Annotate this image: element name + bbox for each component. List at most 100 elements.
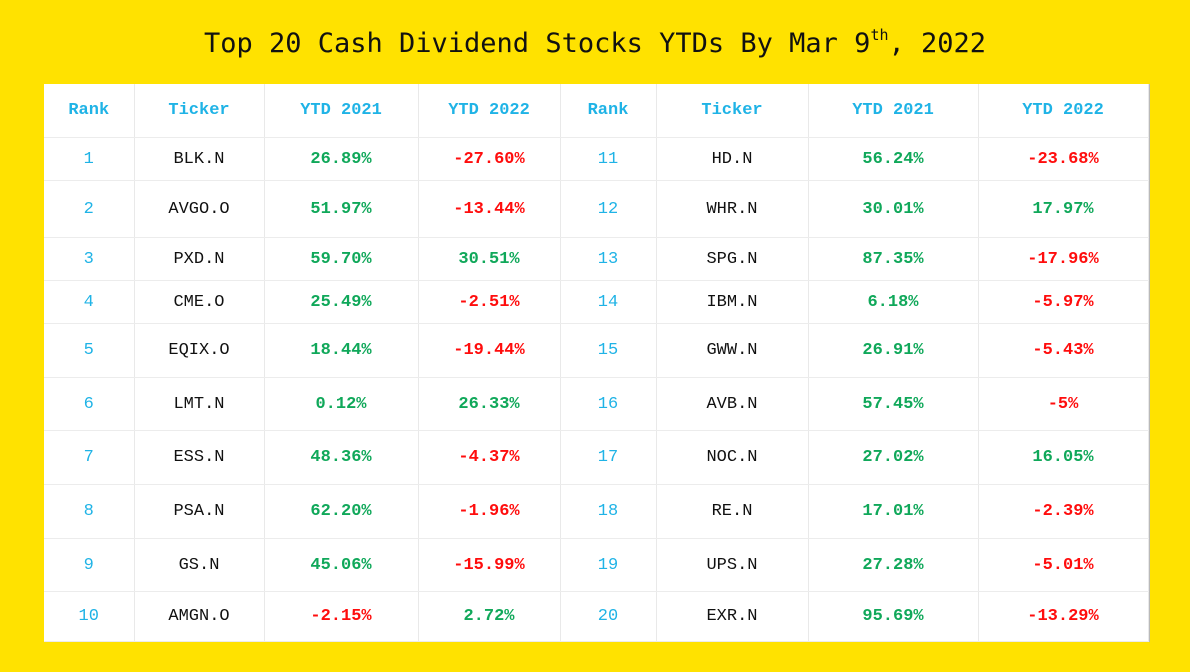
ticker-cell: EQIX.O	[134, 323, 265, 378]
rank-cell: 15	[560, 323, 657, 378]
table-row: 6 LMT.N 0.12% 26.33% 16 AVB.N 57.45% -5%	[44, 377, 1149, 431]
ticker-cell: GS.N	[134, 538, 265, 592]
ticker-cell: AVB.N	[656, 377, 809, 431]
table-row: 8 PSA.N 62.20% -1.96% 18 RE.N 17.01% -2.39%	[44, 484, 1149, 539]
ytd-2021-cell: 0.12%	[264, 377, 419, 431]
table-row: 10 AMGN.O -2.15% 2.72% 20 EXR.N 95.69% -13.29%	[44, 591, 1149, 642]
ticker-cell: HD.N	[656, 137, 809, 181]
rank-cell: 17	[560, 430, 657, 485]
ticker-cell: EXR.N	[656, 591, 809, 642]
ytd-2022-cell: -5%	[978, 377, 1149, 431]
ytd-2022-cell: -5.01%	[978, 538, 1149, 592]
ytd-2022-cell: -2.39%	[978, 484, 1149, 539]
rank-cell: 6	[44, 377, 135, 431]
page-title: Top 20 Cash Dividend Stocks YTDs By Mar …	[0, 26, 1190, 59]
column-header: Ticker	[656, 84, 809, 138]
ytd-2022-cell: 16.05%	[978, 430, 1149, 485]
ticker-cell: GWW.N	[656, 323, 809, 378]
ytd-2021-cell: 59.70%	[264, 237, 419, 281]
ytd-2021-cell: 48.36%	[264, 430, 419, 485]
ytd-2021-cell: 57.45%	[808, 377, 979, 431]
ytd-2022-cell: -17.96%	[978, 237, 1149, 281]
ytd-2021-cell: 45.06%	[264, 538, 419, 592]
rank-cell: 2	[44, 180, 135, 238]
rank-cell: 11	[560, 137, 657, 181]
header-row: Rank Ticker YTD 2021 YTD 2022 Rank Ticke…	[44, 84, 1149, 138]
ytd-2021-cell: 30.01%	[808, 180, 979, 238]
ytd-2021-cell: 62.20%	[264, 484, 419, 539]
dividend-table: Rank Ticker YTD 2021 YTD 2022 Rank Ticke…	[44, 84, 1149, 642]
ticker-cell: PSA.N	[134, 484, 265, 539]
rank-cell: 16	[560, 377, 657, 431]
ticker-cell: RE.N	[656, 484, 809, 539]
ytd-2021-cell: 95.69%	[808, 591, 979, 642]
ytd-2022-cell: -23.68%	[978, 137, 1149, 181]
ytd-2021-cell: 6.18%	[808, 280, 979, 324]
column-header: Ticker	[134, 84, 265, 138]
rank-cell: 19	[560, 538, 657, 592]
ytd-2022-cell: 2.72%	[418, 591, 561, 642]
ytd-2021-cell: 17.01%	[808, 484, 979, 539]
ytd-2022-cell: -27.60%	[418, 137, 561, 181]
ytd-2021-cell: 27.02%	[808, 430, 979, 485]
ytd-2022-cell: -2.51%	[418, 280, 561, 324]
ytd-2022-cell: -15.99%	[418, 538, 561, 592]
ytd-2022-cell: 30.51%	[418, 237, 561, 281]
rank-cell: 1	[44, 137, 135, 181]
table-row: 3 PXD.N 59.70% 30.51% 13 SPG.N 87.35% -17.96%	[44, 237, 1149, 281]
title-prefix: Top 20 Cash Dividend Stocks YTDs By Mar …	[203, 28, 871, 59]
ytd-2021-cell: 56.24%	[808, 137, 979, 181]
ticker-cell: PXD.N	[134, 237, 265, 281]
ytd-2021-cell: 25.49%	[264, 280, 419, 324]
column-header: YTD 2021	[264, 84, 419, 138]
rank-cell: 4	[44, 280, 135, 324]
ytd-2022-cell: -13.44%	[418, 180, 561, 238]
ytd-2022-cell: -19.44%	[418, 323, 561, 378]
ticker-cell: SPG.N	[656, 237, 809, 281]
ticker-cell: IBM.N	[656, 280, 809, 324]
ticker-cell: NOC.N	[656, 430, 809, 485]
rank-cell: 10	[44, 591, 135, 642]
ytd-2021-cell: 27.28%	[808, 538, 979, 592]
ticker-cell: BLK.N	[134, 137, 265, 181]
ytd-2022-cell: -1.96%	[418, 484, 561, 539]
rank-cell: 8	[44, 484, 135, 539]
rank-cell: 20	[560, 591, 657, 642]
table-row: 9 GS.N 45.06% -15.99% 19 UPS.N 27.28% -5.01%	[44, 538, 1149, 592]
ytd-2021-cell: -2.15%	[264, 591, 419, 642]
ytd-2022-cell: 17.97%	[978, 180, 1149, 238]
ytd-2021-cell: 26.89%	[264, 137, 419, 181]
column-header: YTD 2022	[978, 84, 1149, 138]
rank-cell: 14	[560, 280, 657, 324]
title-suffix: , 2022	[888, 28, 987, 59]
ticker-cell: CME.O	[134, 280, 265, 324]
ytd-2021-cell: 26.91%	[808, 323, 979, 378]
ticker-cell: LMT.N	[134, 377, 265, 431]
rank-cell: 5	[44, 323, 135, 378]
title-superscript: th	[870, 26, 889, 44]
ticker-cell: AMGN.O	[134, 591, 265, 642]
column-header: Rank	[560, 84, 657, 138]
rank-cell: 18	[560, 484, 657, 539]
table-row: 5 EQIX.O 18.44% -19.44% 15 GWW.N 26.91% -5.43%	[44, 323, 1149, 378]
ytd-2022-cell: -5.43%	[978, 323, 1149, 378]
ticker-cell: UPS.N	[656, 538, 809, 592]
rank-cell: 9	[44, 538, 135, 592]
dividend-table-sheet: Rank Ticker YTD 2021 YTD 2022 Rank Ticke…	[44, 84, 1150, 642]
table-row: 1 BLK.N 26.89% -27.60% 11 HD.N 56.24% -23.68%	[44, 137, 1149, 181]
ytd-2022-cell: -4.37%	[418, 430, 561, 485]
table-row: 2 AVGO.O 51.97% -13.44% 12 WHR.N 30.01% 17.97%	[44, 180, 1149, 238]
ticker-cell: AVGO.O	[134, 180, 265, 238]
column-header: YTD 2022	[418, 84, 561, 138]
ytd-2021-cell: 51.97%	[264, 180, 419, 238]
rank-cell: 12	[560, 180, 657, 238]
ytd-2021-cell: 18.44%	[264, 323, 419, 378]
ytd-2022-cell: -5.97%	[978, 280, 1149, 324]
table-row: 7 ESS.N 48.36% -4.37% 17 NOC.N 27.02% 16.05%	[44, 430, 1149, 485]
ytd-2022-cell: 26.33%	[418, 377, 561, 431]
ticker-cell: ESS.N	[134, 430, 265, 485]
table-row: 4 CME.O 25.49% -2.51% 14 IBM.N 6.18% -5.97%	[44, 280, 1149, 324]
rank-cell: 7	[44, 430, 135, 485]
column-header: YTD 2021	[808, 84, 979, 138]
ytd-2021-cell: 87.35%	[808, 237, 979, 281]
